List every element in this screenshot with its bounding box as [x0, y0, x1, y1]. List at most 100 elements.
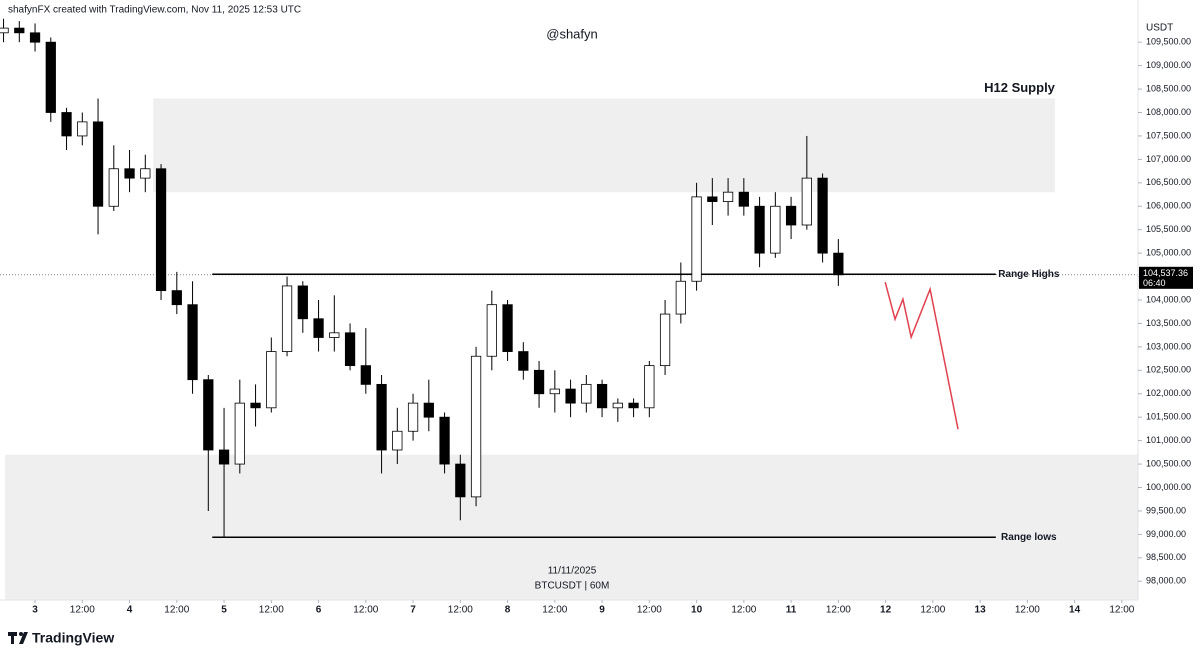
x-tick-label: 12:00 [259, 605, 284, 616]
x-tick-label: 3 [32, 605, 38, 616]
candle-body [455, 463, 466, 498]
candle-body [171, 290, 182, 306]
brand-logo [8, 632, 28, 644]
candle-body [266, 351, 277, 409]
candle-body [691, 196, 702, 282]
candle-body [486, 304, 497, 357]
candle-body [140, 168, 151, 179]
y-tick-label: 101,000.00 [1146, 435, 1191, 445]
y-tick-label: 107,500.00 [1146, 130, 1191, 140]
candle-body [29, 32, 41, 43]
last-price-box [1139, 266, 1193, 289]
y-tick-label: 99,000.00 [1146, 529, 1186, 539]
candle-body [754, 205, 765, 254]
zone [5, 454, 1139, 600]
candle-body [549, 388, 560, 395]
candle-body [77, 121, 88, 137]
candle-body [407, 402, 419, 432]
x-tick-label: 6 [316, 605, 322, 616]
candle-body [675, 280, 686, 315]
candle-body [376, 383, 387, 451]
x-tick-label: 5 [221, 605, 227, 616]
candle-body [392, 430, 403, 451]
candle-body [14, 27, 25, 34]
x-tick-label: 7 [410, 605, 416, 616]
candle-body [801, 177, 812, 226]
candle-body [817, 177, 828, 254]
candle-body [439, 416, 450, 465]
candle-body [108, 168, 119, 207]
candle-body [360, 365, 371, 385]
x-tick-label: 12:00 [448, 605, 473, 616]
candle-body [518, 351, 529, 371]
x-tick-label: 13 [975, 605, 987, 616]
y-tick-label: 104,000.00 [1146, 294, 1191, 304]
candle-body [124, 168, 135, 179]
x-tick-label: 12 [880, 605, 892, 616]
y-tick-label: 101,500.00 [1146, 412, 1191, 422]
candle-body [659, 313, 671, 367]
x-tick-label: 12:00 [1015, 605, 1040, 616]
candle-body [612, 402, 623, 409]
date-label: 11/11/2025 [548, 566, 597, 577]
candle-body [707, 196, 718, 202]
brand: TradingView [8, 630, 114, 646]
y-tick-label: 105,500.00 [1146, 224, 1191, 234]
y-tick-label: 100,000.00 [1146, 482, 1191, 492]
y-tick-label: 103,000.00 [1146, 341, 1191, 351]
candle-body [45, 41, 56, 113]
y-tick-label: 103,500.00 [1146, 318, 1191, 328]
candle-body [329, 332, 340, 338]
y-tick-label: 98,000.00 [1146, 576, 1186, 586]
y-tick-label: 102,000.00 [1146, 388, 1191, 398]
candle-body [770, 205, 781, 254]
x-tick-label: 12:00 [542, 605, 567, 616]
symbol-label: BTCUSDT | 60M [535, 581, 610, 592]
candle-body [833, 252, 844, 276]
y-tick-label: 98,500.00 [1146, 552, 1186, 562]
x-tick-label: 14 [1069, 605, 1081, 616]
candle-body [0, 27, 9, 34]
x-tick-label: 11 [786, 605, 797, 616]
header: shafynFX created with TradingView.com, N… [8, 5, 301, 16]
candle-body [423, 402, 434, 418]
x-tick-label: 10 [691, 605, 703, 616]
candle-body [234, 402, 245, 465]
candle-body [533, 369, 545, 395]
y-tick-label: 109,000.00 [1146, 60, 1191, 70]
zone-label: H12 Supply [984, 80, 1056, 95]
candle-body [313, 318, 324, 338]
x-tick-label: 12:00 [920, 605, 945, 616]
y-tick-label: 105,000.00 [1146, 248, 1191, 258]
candle-body [155, 168, 167, 292]
candle-body [281, 285, 293, 352]
candle-body [596, 383, 608, 409]
x-tick-label: 12:00 [164, 605, 189, 616]
x-tick-label: 12:00 [731, 605, 756, 616]
candle-body [722, 191, 734, 202]
level-label: Range lows [1001, 532, 1057, 543]
candle-body [218, 449, 230, 465]
y-tick-label: 106,500.00 [1146, 177, 1191, 187]
candle-body [565, 388, 576, 404]
projection-path [884, 281, 959, 430]
candle-body [502, 304, 513, 352]
candle-body [470, 355, 482, 498]
x-tick-label: 12:00 [637, 605, 662, 616]
x-tick-label: 12:00 [1109, 605, 1134, 616]
x-tick-label: 9 [599, 605, 605, 616]
x-tick-label: 12:00 [826, 605, 851, 616]
level-label: Range Highs [998, 269, 1060, 280]
candle-body [344, 332, 356, 367]
last-price-label: 104,537.36 [1143, 268, 1188, 278]
brand-logo-dot [19, 632, 23, 636]
y-unit: USDT [1146, 23, 1173, 34]
x-tick-label: 12:00 [353, 605, 378, 616]
candle-body [581, 383, 592, 404]
y-tick-label: 108,500.00 [1146, 83, 1191, 93]
x-tick-label: 4 [127, 605, 133, 616]
y-tick-label: 106,000.00 [1146, 201, 1191, 211]
x-tick-label: 12:00 [70, 605, 95, 616]
y-tick-label: 102,500.00 [1146, 365, 1191, 375]
